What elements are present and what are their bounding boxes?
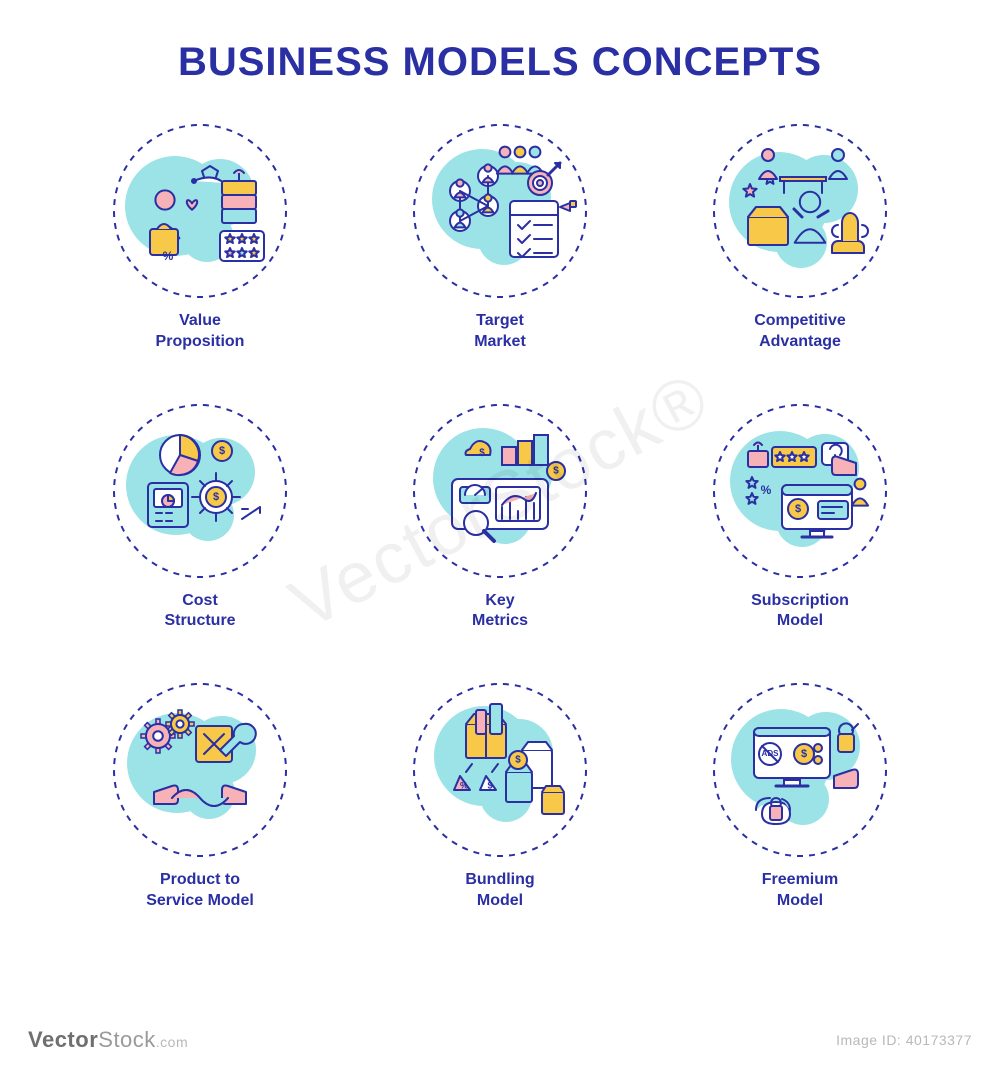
svg-text:%: %	[761, 483, 772, 497]
svg-text:$: $	[479, 447, 485, 458]
icon-label: Subscription Model	[751, 591, 849, 633]
subscription-model-icon: %$	[710, 401, 890, 581]
infographic-page: BUSINESS MODELS CONCEPTS % Value Proposit…	[0, 0, 1000, 1000]
grid-cell: Target Market	[360, 121, 640, 381]
target-market-icon	[410, 121, 590, 301]
svg-text:$: $	[795, 503, 801, 515]
icon-label: Target Market	[474, 311, 526, 353]
svg-text:ADS: ADS	[762, 749, 780, 758]
svg-text:$: $	[487, 781, 492, 791]
icon-label: Product to Service Model	[146, 870, 254, 912]
grid-cell: $$Key Metrics	[360, 401, 640, 661]
grid-cell: ADS $ Freemium Model	[660, 680, 940, 940]
icon-grid: % Value Proposition Target Market Competiti…	[60, 121, 940, 940]
grid-cell: Competitive Advantage	[660, 121, 940, 381]
svg-text:$: $	[219, 445, 225, 457]
icon-label: Competitive Advantage	[754, 311, 846, 353]
page-title: BUSINESS MODELS CONCEPTS	[178, 40, 822, 85]
svg-text:$: $	[553, 465, 559, 476]
grid-cell: %$Subscription Model	[660, 401, 940, 661]
icon-label: Bundling Model	[465, 870, 534, 912]
icon-label: Cost Structure	[164, 591, 235, 633]
icon-label: Freemium Model	[762, 870, 838, 912]
grid-cell: Product to Service Model	[60, 680, 340, 940]
footer-bar: VectorStock.com Image ID: 40173377	[0, 1000, 1000, 1080]
freemium-model-icon: ADS $	[710, 680, 890, 860]
svg-text:$: $	[801, 748, 807, 760]
brand-tld: .com	[156, 1034, 188, 1050]
icon-label: Key Metrics	[472, 591, 528, 633]
icon-label: Value Proposition	[156, 311, 245, 353]
svg-text:%: %	[163, 249, 174, 263]
brand-prefix: Vector	[28, 1027, 98, 1052]
competitive-advantage-icon	[710, 121, 890, 301]
cost-structure-icon: $$	[110, 401, 290, 581]
brand-suffix: Stock	[98, 1027, 156, 1052]
value-proposition-icon: %	[110, 121, 290, 301]
product-to-service-icon	[110, 680, 290, 860]
image-id-label: Image ID: 40173377	[836, 1032, 972, 1048]
svg-text:$: $	[515, 755, 521, 766]
bundling-model-icon: $% $	[410, 680, 590, 860]
brand-logo: VectorStock.com	[28, 1027, 188, 1053]
svg-text:$: $	[213, 491, 219, 503]
key-metrics-icon: $$	[410, 401, 590, 581]
grid-cell: $$Cost Structure	[60, 401, 340, 661]
grid-cell: $% $ Bundling Model	[360, 680, 640, 940]
grid-cell: % Value Proposition	[60, 121, 340, 381]
svg-text:%: %	[460, 781, 468, 791]
